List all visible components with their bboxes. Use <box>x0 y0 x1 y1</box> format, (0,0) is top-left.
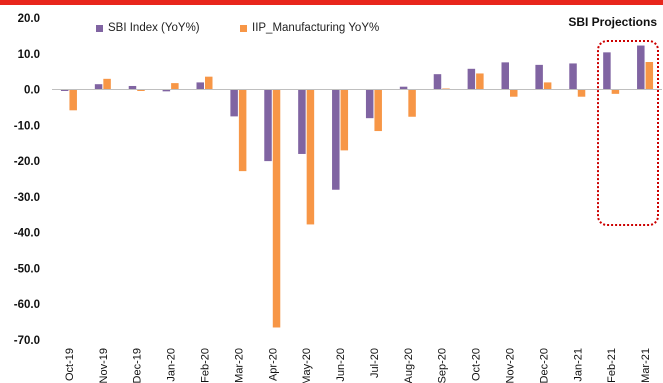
bar-sbi <box>399 86 408 90</box>
bar-sbi <box>298 89 306 154</box>
legend-swatch-iip <box>240 24 247 32</box>
x-tick-label: Nov-19 <box>98 348 110 383</box>
bar-iip <box>238 89 247 172</box>
legend-label-sbi: SBI Index (YoY%) <box>108 22 200 34</box>
bar-sbi <box>196 82 204 90</box>
bar-iip <box>306 89 315 225</box>
bar-sbi <box>365 89 374 119</box>
y-tick-label: -30.0 <box>14 192 40 204</box>
bar-sbi <box>535 64 543 90</box>
bar-iip <box>340 89 349 151</box>
y-tick-label: -40.0 <box>14 228 40 240</box>
bar-iip <box>543 82 552 90</box>
x-tick-label: Aug-20 <box>403 348 415 383</box>
bar-iip <box>442 88 450 90</box>
projection-highlight-box <box>597 40 659 226</box>
y-tick-label: -50.0 <box>14 263 40 275</box>
y-tick-label: 0.0 <box>24 85 40 97</box>
x-tick-label: Feb-21 <box>606 348 618 383</box>
bar-sbi <box>162 89 171 92</box>
x-tick-label: Jun-20 <box>335 348 347 382</box>
bar-iip <box>205 76 213 90</box>
bar-sbi <box>467 68 476 90</box>
bar-sbi <box>230 89 238 117</box>
x-tick-label: May-20 <box>301 348 313 383</box>
bar-iip <box>645 62 654 90</box>
x-tick-label: Feb-20 <box>200 348 212 383</box>
y-tick-label: -20.0 <box>14 156 40 168</box>
y-tick-label: -60.0 <box>14 299 40 311</box>
bar-sbi <box>603 52 611 90</box>
bars <box>60 45 654 328</box>
bar-sbi <box>433 74 442 90</box>
top-accent-bar <box>0 0 663 5</box>
y-tick-label: -10.0 <box>14 120 40 132</box>
bar-sbi <box>501 62 509 90</box>
y-tick-label: -70.0 <box>14 335 40 347</box>
x-tick-label: Jul-20 <box>369 348 381 378</box>
x-tick-label: Mar-21 <box>640 348 652 383</box>
bar-iip <box>510 89 518 97</box>
legend-swatch-sbi <box>96 24 103 32</box>
x-tick-label: Dec-20 <box>538 348 550 383</box>
x-tick-label: Oct-19 <box>64 348 76 381</box>
x-tick-label: Apr-20 <box>267 348 279 381</box>
bar-sbi <box>128 85 137 90</box>
y-tick-label: 20.0 <box>18 13 40 25</box>
legend-label-iip: IIP_Manufacturing YoY% <box>252 22 380 34</box>
bar-sbi <box>569 63 577 90</box>
x-tick-label: Oct-20 <box>471 348 483 381</box>
bar-iip <box>577 89 586 97</box>
y-tick-label: 10.0 <box>18 49 40 61</box>
x-tick-label: Dec-19 <box>132 348 144 383</box>
bar-sbi <box>637 45 645 90</box>
legend-item-sbi: SBI Index (YoY%) <box>96 22 200 34</box>
x-tick-label: Nov-20 <box>505 348 517 383</box>
legend-item-iip: IIP_Manufacturing YoY% <box>240 22 379 34</box>
bar-iip <box>408 89 416 117</box>
bar-sbi <box>264 89 272 162</box>
bar-sbi <box>60 89 69 91</box>
x-tick-label: Sep-20 <box>437 348 449 383</box>
bar-iip <box>103 78 111 90</box>
bar-iip <box>171 83 179 90</box>
x-tick-label: Mar-20 <box>233 348 245 383</box>
bar-iip <box>476 73 484 90</box>
x-tick-label: Jan-21 <box>572 348 584 382</box>
y-axis: 20.0 10.0 0.0 -10.0 -20.0 -30.0 -40.0 -50.0 -60.… <box>14 13 40 347</box>
x-axis: Oct-19 Nov-19 Dec-19 Jan-20 Feb-20 Mar-20 Apr-… <box>64 348 652 383</box>
bar-iip <box>137 89 145 91</box>
bar-sbi <box>332 89 340 190</box>
bar-sbi <box>94 84 103 90</box>
x-tick-label: Jan-20 <box>166 348 178 382</box>
bar-iip <box>374 89 382 132</box>
bar-iip <box>611 89 620 94</box>
bar-iip <box>272 89 281 328</box>
projection-label: SBI Projections <box>568 15 657 29</box>
bar-iip <box>69 89 77 111</box>
